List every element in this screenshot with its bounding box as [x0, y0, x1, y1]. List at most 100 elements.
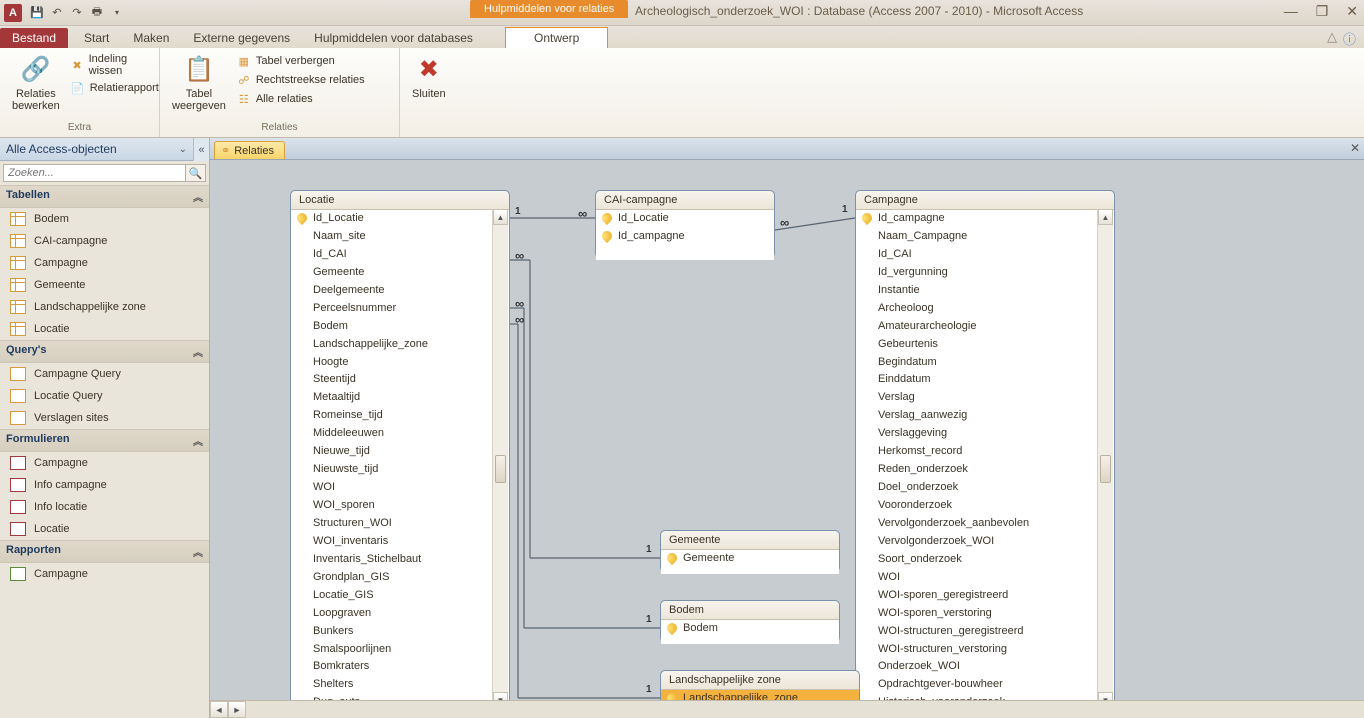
save-icon[interactable]: 💾 [28, 4, 46, 22]
table-field[interactable]: Steentijd [291, 371, 509, 389]
table-box-campagne[interactable]: CampagneId_campagneNaam_CampagneId_CAIId… [855, 190, 1115, 700]
table-field[interactable]: Reden_onderzoek [856, 461, 1114, 479]
nav-item-report[interactable]: Campagne [0, 563, 209, 585]
tab-file[interactable]: Bestand [0, 28, 68, 48]
redo-icon[interactable]: ↷ [68, 4, 86, 22]
table-field[interactable]: Bunkers [291, 623, 509, 641]
table-field[interactable]: WOI-structuren_verstoring [856, 641, 1114, 659]
table-field[interactable]: Gebeurtenis [856, 336, 1114, 354]
table-field[interactable]: Soort_onderzoek [856, 551, 1114, 569]
table-field[interactable]: Instantie [856, 282, 1114, 300]
scroll-left-icon[interactable]: ◄ [210, 701, 228, 718]
table-field[interactable]: WOI-sporen_geregistreerd [856, 587, 1114, 605]
nav-item-form[interactable]: Locatie [0, 518, 209, 540]
relationships-canvas[interactable]: LocatieId_LocatieNaam_siteId_CAIGemeente… [210, 160, 1364, 700]
table-field[interactable]: Bodem [661, 620, 839, 638]
nav-item-table[interactable]: Landschappelijke zone [0, 296, 209, 318]
nav-item-query[interactable]: Campagne Query [0, 363, 209, 385]
all-relations-button[interactable]: ☷Alle relaties [236, 90, 365, 108]
table-field[interactable]: Id_Locatie [291, 210, 509, 228]
table-field[interactable]: Hoogte [291, 354, 509, 372]
table-field[interactable]: Gemeente [661, 550, 839, 568]
table-field[interactable]: Archeoloog [856, 300, 1114, 318]
table-field[interactable]: Vooronderzoek [856, 497, 1114, 515]
help-icon[interactable]: ⓘ [1343, 29, 1356, 48]
table-field[interactable]: WOI_sporen [291, 497, 509, 515]
table-field[interactable]: WOI_inventaris [291, 533, 509, 551]
undo-icon[interactable]: ↶ [48, 4, 66, 22]
show-table-button[interactable]: 📋 Tabel weergeven [168, 52, 230, 114]
table-field[interactable]: Metaaltijd [291, 389, 509, 407]
table-field[interactable]: Gemeente [291, 264, 509, 282]
scroll-thumb[interactable] [495, 455, 506, 483]
table-field[interactable]: Naam_site [291, 228, 509, 246]
table-field[interactable]: Smalspoorlijnen [291, 641, 509, 659]
table-field[interactable]: Verslag_aanwezig [856, 407, 1114, 425]
tab-hulpmiddelen[interactable]: Hulpmiddelen voor databases [302, 28, 485, 48]
table-field[interactable]: Doel_onderzoek [856, 479, 1114, 497]
table-field[interactable]: Grondplan_GIS [291, 569, 509, 587]
table-field[interactable]: Vervolgonderzoek_aanbevolen [856, 515, 1114, 533]
table-field[interactable]: Einddatum [856, 371, 1114, 389]
table-field[interactable]: Deelgemeente [291, 282, 509, 300]
table-field[interactable]: Opdrachtgever-bouwheer [856, 676, 1114, 694]
edit-relations-button[interactable]: 🔗 Relaties bewerken [8, 52, 64, 114]
table-field[interactable]: Locatie_GIS [291, 587, 509, 605]
nav-section-reports[interactable]: Rapporten︽ [0, 540, 209, 563]
table-field[interactable]: Landschappelijke_zone [291, 336, 509, 354]
table-field[interactable]: Naam_Campagne [856, 228, 1114, 246]
nav-item-table[interactable]: Bodem [0, 208, 209, 230]
search-icon[interactable]: 🔍 [186, 164, 206, 182]
nav-item-table[interactable]: Gemeente [0, 274, 209, 296]
tab-ontwerp[interactable]: Ontwerp [505, 27, 608, 48]
nav-collapse-button[interactable]: « [193, 138, 209, 161]
nav-item-form[interactable]: Info campagne [0, 474, 209, 496]
table-box-locatie[interactable]: LocatieId_LocatieNaam_siteId_CAIGemeente… [290, 190, 510, 700]
table-field[interactable]: Loopgraven [291, 605, 509, 623]
table-field[interactable]: Dug_outs [291, 694, 509, 700]
clear-layout-button[interactable]: ✖Indeling wissen [70, 52, 159, 78]
nav-section-forms[interactable]: Formulieren︽ [0, 429, 209, 452]
table-field[interactable]: Bomkraters [291, 658, 509, 676]
restore-icon[interactable]: ❐ [1316, 3, 1329, 20]
table-field[interactable]: Nieuwe_tijd [291, 443, 509, 461]
table-field[interactable]: WOI [291, 479, 509, 497]
direct-relations-button[interactable]: ☍Rechtstreekse relaties [236, 71, 365, 89]
table-field[interactable]: Begindatum [856, 354, 1114, 372]
minimize-icon[interactable]: ― [1284, 3, 1298, 20]
nav-item-query[interactable]: Verslagen sites [0, 407, 209, 429]
tab-maken[interactable]: Maken [121, 28, 181, 48]
close-icon[interactable]: ✕ [1346, 3, 1358, 20]
table-field[interactable]: Romeinse_tijd [291, 407, 509, 425]
nav-item-table[interactable]: CAI-campagne [0, 230, 209, 252]
scroll-thumb[interactable] [1100, 455, 1111, 483]
doc-close-icon[interactable]: ✕ [1350, 141, 1360, 155]
table-field[interactable]: Nieuwste_tijd [291, 461, 509, 479]
table-field[interactable]: Bodem [291, 318, 509, 336]
table-field[interactable]: Vervolgonderzoek_WOI [856, 533, 1114, 551]
table-field[interactable]: Id_campagne [596, 228, 774, 246]
close-button[interactable]: ✖ Sluiten [408, 52, 450, 102]
scroll-down-icon[interactable]: ▼ [493, 692, 508, 700]
table-field[interactable]: Id_CAI [291, 246, 509, 264]
table-box-gemeente[interactable]: GemeenteGemeente [660, 530, 840, 572]
vertical-scrollbar[interactable]: ▲▼ [1097, 209, 1113, 700]
table-field[interactable]: Id_campagne [856, 210, 1114, 228]
table-box-cai[interactable]: CAI-campagneId_LocatieId_campagne [595, 190, 775, 258]
table-field[interactable]: Landschappelijke_zone [661, 690, 859, 700]
nav-dropdown-icon[interactable]: ⌄ [179, 144, 187, 155]
relation-report-button[interactable]: 📄Relatierapport [70, 79, 159, 97]
scroll-down-icon[interactable]: ▼ [1098, 692, 1113, 700]
tab-start[interactable]: Start [72, 28, 121, 48]
minimize-ribbon-icon[interactable]: △ [1327, 29, 1337, 48]
scroll-up-icon[interactable]: ▲ [1098, 209, 1113, 225]
nav-item-table[interactable]: Campagne [0, 252, 209, 274]
table-field[interactable]: Verslaggeving [856, 425, 1114, 443]
table-field[interactable]: Onderzoek_WOI [856, 658, 1114, 676]
table-box-bodem[interactable]: BodemBodem [660, 600, 840, 642]
tab-externe[interactable]: Externe gegevens [181, 28, 302, 48]
table-field[interactable]: Historisch_vooronderzoek [856, 694, 1114, 700]
table-field[interactable]: Amateurarcheologie [856, 318, 1114, 336]
table-field[interactable]: Shelters [291, 676, 509, 694]
table-field[interactable]: Inventaris_Stichelbaut [291, 551, 509, 569]
